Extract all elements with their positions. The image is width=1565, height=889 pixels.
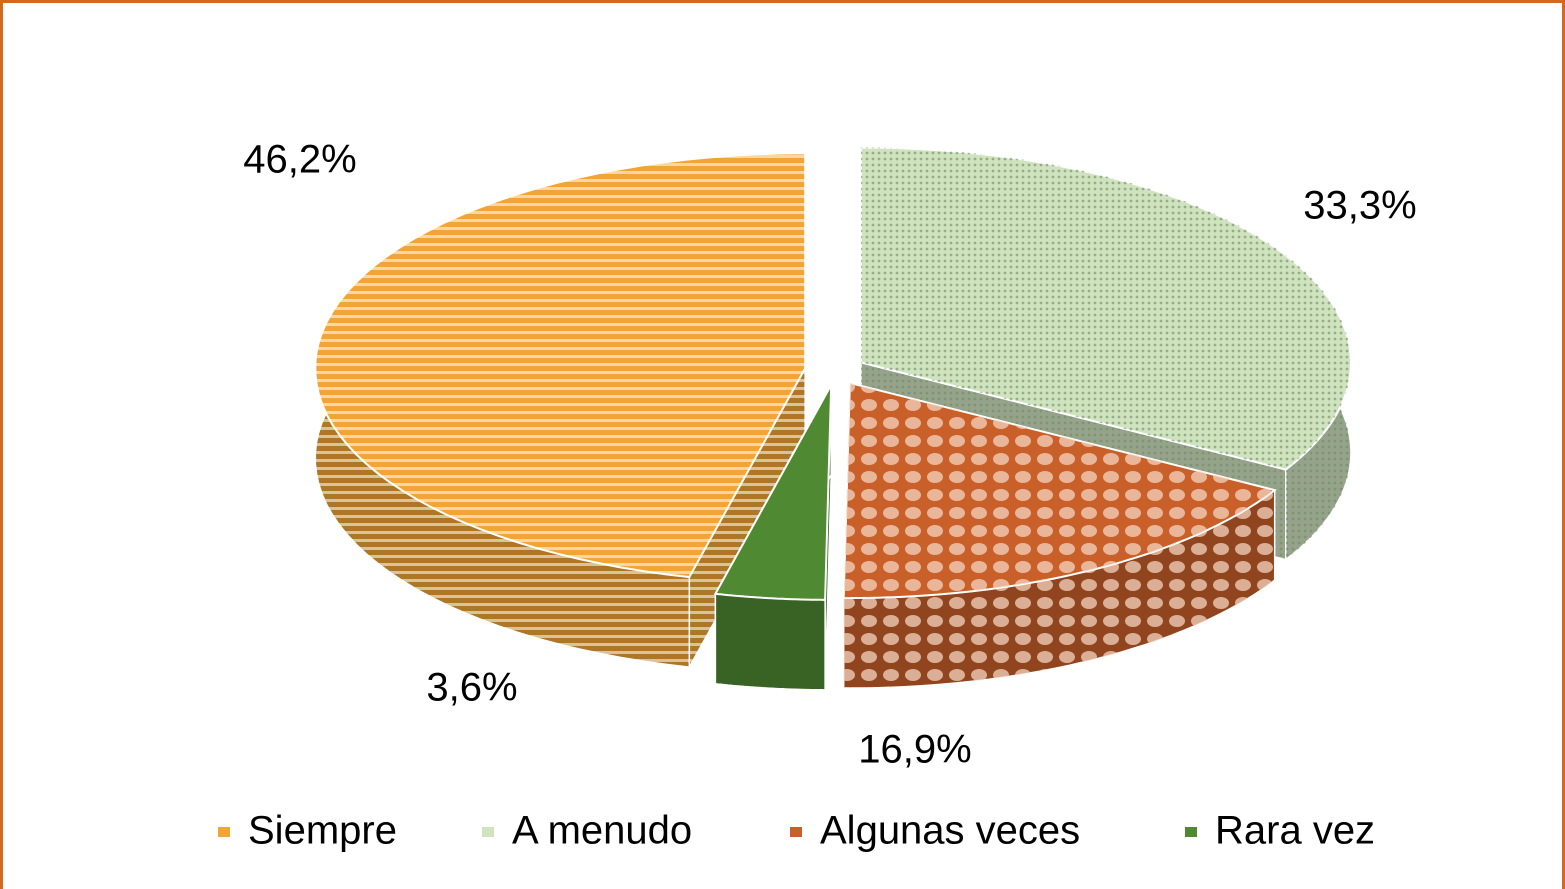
data-label: 46,2%	[243, 138, 356, 182]
legend-marker	[218, 827, 230, 837]
slice	[314, 152, 807, 670]
slice-top-texture	[715, 384, 832, 600]
legend-label: Rara vez	[1215, 809, 1375, 853]
slice	[842, 381, 1277, 689]
slice-wall-texture	[843, 490, 1275, 688]
data-label: 16,9%	[858, 728, 971, 772]
legend-marker	[482, 827, 494, 837]
legend-marker	[790, 827, 802, 837]
legend-label: A menudo	[512, 809, 692, 853]
legend-label: Siempre	[248, 809, 397, 853]
legend-marker	[1185, 827, 1197, 837]
slice-top-texture	[315, 153, 806, 578]
slice-top-texture	[843, 383, 1275, 598]
slice-wall-texture	[715, 593, 826, 690]
data-label: 33,3%	[1303, 184, 1416, 228]
data-label: 3,6%	[426, 666, 517, 710]
slice-top-texture	[861, 147, 1351, 470]
legend-label: Algunas veces	[820, 809, 1080, 853]
pie: 46,2% 33,3% 16,9% 3,6%	[243, 138, 1416, 772]
legend: Siempre A menudo Algunas veces Rara vez	[218, 809, 1375, 853]
slice	[713, 382, 833, 691]
